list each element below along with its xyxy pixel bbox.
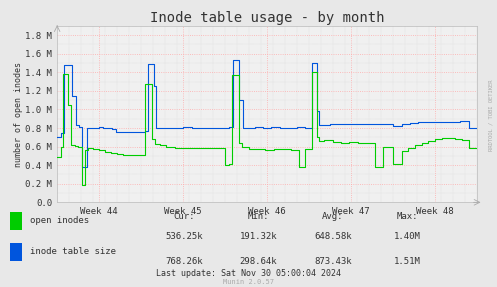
Text: Munin 2.0.57: Munin 2.0.57 (223, 279, 274, 284)
Text: 1.40M: 1.40M (394, 232, 421, 241)
Text: 768.26k: 768.26k (165, 257, 203, 266)
Text: RRDTOOL / TOBI OETIKER: RRDTOOL / TOBI OETIKER (489, 79, 494, 151)
Text: 298.64k: 298.64k (240, 257, 277, 266)
Text: Last update: Sat Nov 30 05:00:04 2024: Last update: Sat Nov 30 05:00:04 2024 (156, 269, 341, 278)
Title: Inode table usage - by month: Inode table usage - by month (150, 11, 384, 25)
Text: Avg:: Avg: (322, 212, 344, 221)
FancyBboxPatch shape (10, 243, 22, 261)
Text: 648.58k: 648.58k (314, 232, 352, 241)
Text: 873.43k: 873.43k (314, 257, 352, 266)
Text: Cur:: Cur: (173, 212, 195, 221)
Text: 536.25k: 536.25k (165, 232, 203, 241)
Y-axis label: number of open inodes: number of open inodes (13, 62, 23, 166)
Text: inode table size: inode table size (30, 247, 116, 256)
Text: Max:: Max: (397, 212, 418, 221)
FancyBboxPatch shape (10, 212, 22, 230)
Text: 1.51M: 1.51M (394, 257, 421, 266)
Text: Min:: Min: (248, 212, 269, 221)
Text: 191.32k: 191.32k (240, 232, 277, 241)
Text: open inodes: open inodes (30, 216, 89, 225)
